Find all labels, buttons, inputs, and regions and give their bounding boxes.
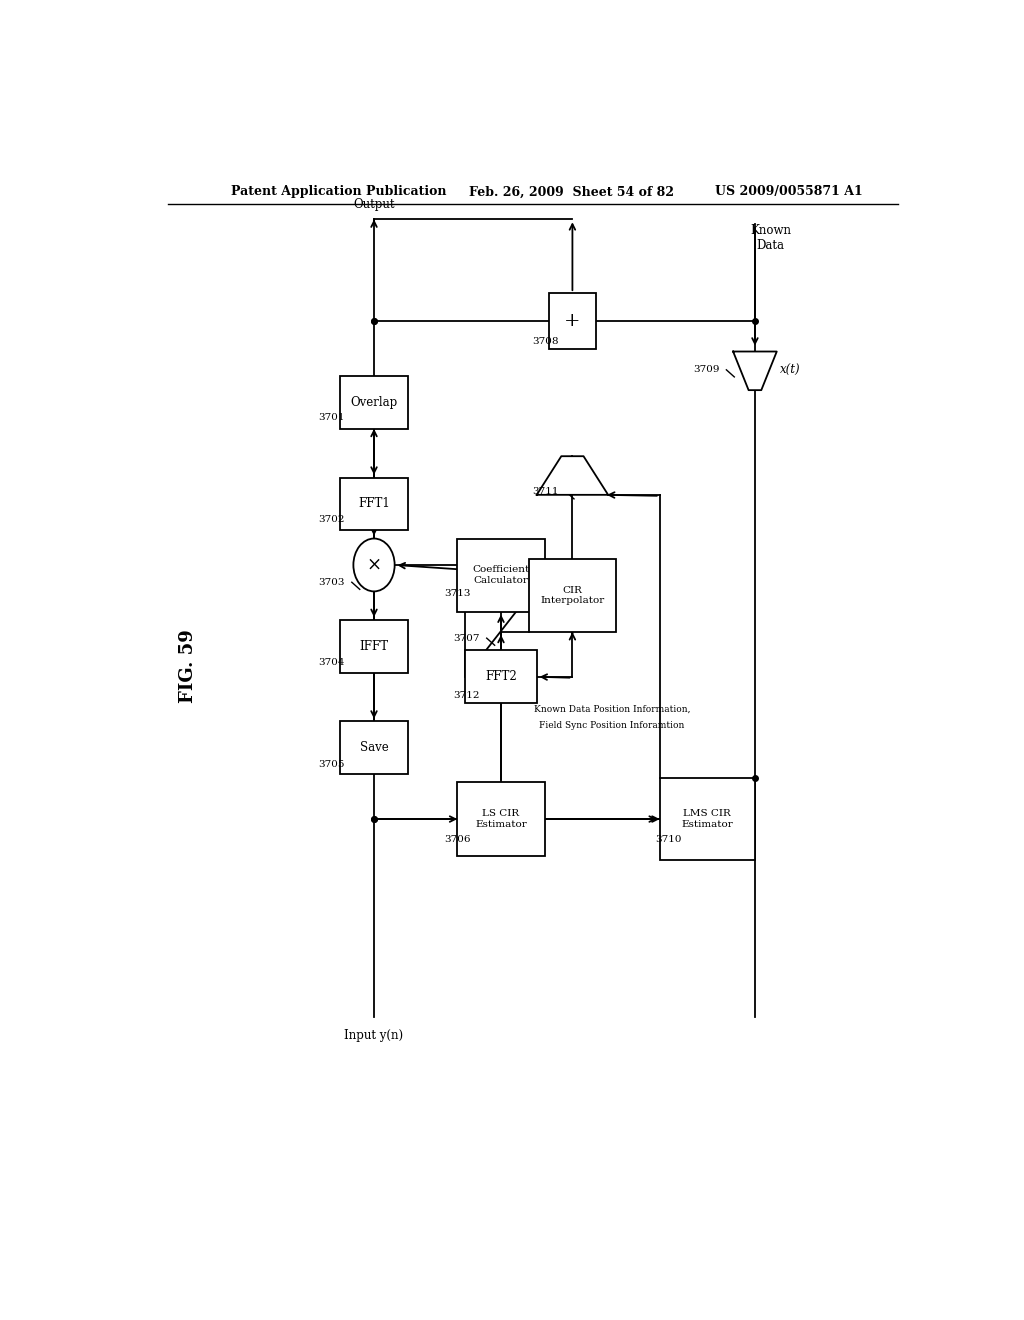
Text: Save: Save: [359, 742, 388, 755]
FancyBboxPatch shape: [340, 376, 408, 429]
Text: FFT1: FFT1: [358, 498, 390, 511]
FancyBboxPatch shape: [528, 558, 616, 632]
Text: 3705: 3705: [318, 760, 345, 768]
Text: 3707: 3707: [454, 634, 480, 643]
FancyBboxPatch shape: [458, 539, 545, 611]
FancyBboxPatch shape: [465, 651, 537, 704]
FancyBboxPatch shape: [458, 783, 545, 855]
Text: LS CIR
Estimator: LS CIR Estimator: [475, 809, 527, 829]
FancyBboxPatch shape: [549, 293, 596, 348]
FancyBboxPatch shape: [340, 722, 408, 775]
Text: IFFT: IFFT: [359, 640, 388, 653]
Text: Patent Application Publication: Patent Application Publication: [231, 185, 446, 198]
Text: 3708: 3708: [532, 337, 559, 346]
Text: CIR
Interpolator: CIR Interpolator: [541, 586, 604, 605]
Text: 3702: 3702: [318, 515, 345, 524]
Text: 3710: 3710: [655, 834, 682, 843]
FancyBboxPatch shape: [659, 779, 755, 859]
Text: Feb. 26, 2009  Sheet 54 of 82: Feb. 26, 2009 Sheet 54 of 82: [469, 185, 674, 198]
Text: Coefficient
Calculator: Coefficient Calculator: [472, 565, 529, 585]
Text: Input y(n): Input y(n): [344, 1030, 403, 1043]
Text: Field Sync Position Inforamtion: Field Sync Position Inforamtion: [540, 721, 685, 730]
Circle shape: [353, 539, 394, 591]
Text: Overlap: Overlap: [350, 396, 397, 409]
Text: ×: ×: [367, 556, 382, 574]
Text: FFT2: FFT2: [485, 671, 517, 684]
FancyBboxPatch shape: [340, 478, 408, 531]
Text: 3711: 3711: [532, 487, 559, 496]
Text: 3701: 3701: [318, 413, 345, 422]
Text: FIG. 59: FIG. 59: [178, 630, 197, 704]
Text: Known
Data: Known Data: [751, 224, 792, 252]
Text: 3712: 3712: [454, 690, 480, 700]
Text: x(t): x(t): [780, 364, 801, 378]
Text: 3713: 3713: [443, 589, 470, 598]
Text: Output: Output: [353, 198, 395, 211]
Text: 3704: 3704: [318, 659, 345, 667]
Text: 3703: 3703: [318, 578, 345, 586]
Text: 3709: 3709: [693, 366, 720, 375]
Text: LMS CIR
Estimator: LMS CIR Estimator: [681, 809, 733, 829]
Text: 3706: 3706: [443, 834, 470, 843]
Text: +: +: [564, 312, 581, 330]
FancyBboxPatch shape: [340, 620, 408, 673]
Text: Known Data Position Information,: Known Data Position Information,: [534, 705, 690, 714]
Polygon shape: [733, 351, 777, 391]
Text: US 2009/0055871 A1: US 2009/0055871 A1: [715, 185, 863, 198]
Polygon shape: [537, 457, 608, 495]
